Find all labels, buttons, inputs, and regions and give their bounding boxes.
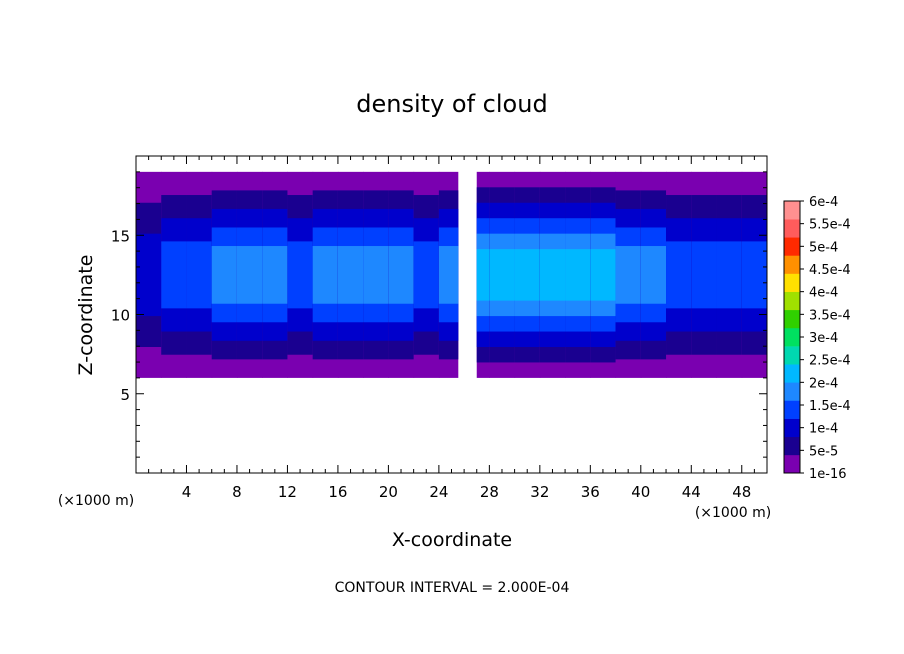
cloud-band	[640, 246, 667, 304]
colorbar-label: 4e-4	[809, 286, 838, 301]
x-tick-label: 20	[379, 483, 398, 501]
colorbar-label: 5.5e-4	[809, 218, 851, 233]
x-tick-label: 44	[682, 483, 701, 501]
colorbar-swatch	[784, 291, 800, 311]
cloud-band	[262, 246, 288, 304]
cloud-band	[413, 241, 440, 309]
colorbar-swatch	[784, 454, 800, 474]
x-tick-label: 12	[278, 483, 297, 501]
cloud-band	[539, 249, 566, 301]
cloud-band	[287, 241, 314, 309]
cloud-field	[136, 171, 768, 378]
colorbar-swatch	[784, 364, 800, 383]
cloud-band	[236, 246, 263, 304]
colorbar-label: 3e-4	[809, 331, 838, 346]
x-tick-label: 40	[631, 483, 650, 501]
cloud-band	[489, 249, 516, 301]
cloud-band	[438, 246, 459, 304]
x-tick-label: 28	[480, 483, 499, 501]
cloud-band	[337, 246, 364, 304]
cloud-band	[388, 246, 415, 304]
colorbar-swatch	[784, 201, 800, 220]
colorbar-swatch	[784, 382, 800, 401]
colorbar-swatch	[784, 400, 800, 419]
colorbar-label: 2.5e-4	[809, 354, 851, 369]
x-tick-label: 16	[328, 483, 347, 501]
cloud-band	[666, 241, 692, 309]
x-tick-label: 32	[530, 483, 549, 501]
x-tick-label: 4	[182, 483, 192, 501]
y-axis-ticks: 5 10 15	[111, 171, 767, 458]
x-tick-label: 24	[429, 483, 448, 501]
cloud-band	[691, 241, 718, 309]
colorbar-label: 1e-16	[809, 467, 847, 482]
cloud-band	[363, 246, 389, 304]
x-tick-label: 8	[232, 483, 242, 501]
cloud-band	[741, 241, 768, 309]
cloud-band	[211, 246, 238, 304]
colorbar-label: 2e-4	[809, 376, 838, 391]
colorbar-swatch	[784, 327, 800, 347]
colorbar-swatch	[784, 237, 800, 256]
x-unit-label-left: (×1000 m)	[58, 493, 134, 509]
cloud-band	[615, 246, 642, 304]
colorbar-legend: 1e-16 5e-5 1e-4 1.5e-4 2e-4 2.5e-4 3e-4 3.5e-4 4…	[783, 195, 851, 482]
y-tick-label: 15	[111, 227, 130, 245]
colorbar-swatch	[784, 273, 800, 292]
chart-title: density of cloud	[356, 90, 547, 118]
colorbar-swatch	[784, 346, 800, 365]
colorbar-label: 6e-4	[809, 195, 838, 210]
x-axis-ticks: 4 8 12 16 20 24 28 32 36 40 44 48	[148, 156, 755, 501]
colorbar-swatch	[784, 418, 800, 438]
colorbar-label: 4.5e-4	[809, 263, 851, 278]
y-axis-label: Z-coordinate	[75, 255, 97, 376]
x-tick-label: 36	[581, 483, 600, 501]
colorbar-label: 5e-4	[809, 240, 838, 255]
colorbar-label: 3.5e-4	[809, 308, 851, 323]
colorbar-swatch	[784, 219, 800, 238]
colorbar-swatch	[784, 436, 800, 456]
colorbar-label: 1e-4	[809, 422, 838, 437]
colorbar-label: 1.5e-4	[809, 399, 851, 414]
cloud-band	[590, 249, 617, 301]
cloud-band	[514, 249, 541, 301]
contour-interval-note: CONTOUR INTERVAL = 2.000E-04	[335, 580, 570, 596]
cloud-band	[565, 249, 591, 301]
y-tick-label: 10	[111, 307, 130, 325]
cloud-band	[312, 246, 339, 304]
colorbar-label: 5e-5	[809, 444, 838, 459]
cloud-band	[161, 241, 187, 309]
cloud-band	[186, 241, 213, 309]
cloud-band	[476, 249, 490, 301]
colorbar-swatch	[784, 255, 800, 274]
x-axis-label: X-coordinate	[392, 529, 512, 551]
cloud-band	[136, 233, 162, 317]
colorbar-swatch	[784, 309, 800, 329]
x-tick-label: 48	[732, 483, 751, 501]
y-tick-label: 5	[120, 386, 130, 404]
x-unit-label-right: (×1000 m)	[695, 505, 771, 521]
cloud-band	[716, 241, 743, 309]
